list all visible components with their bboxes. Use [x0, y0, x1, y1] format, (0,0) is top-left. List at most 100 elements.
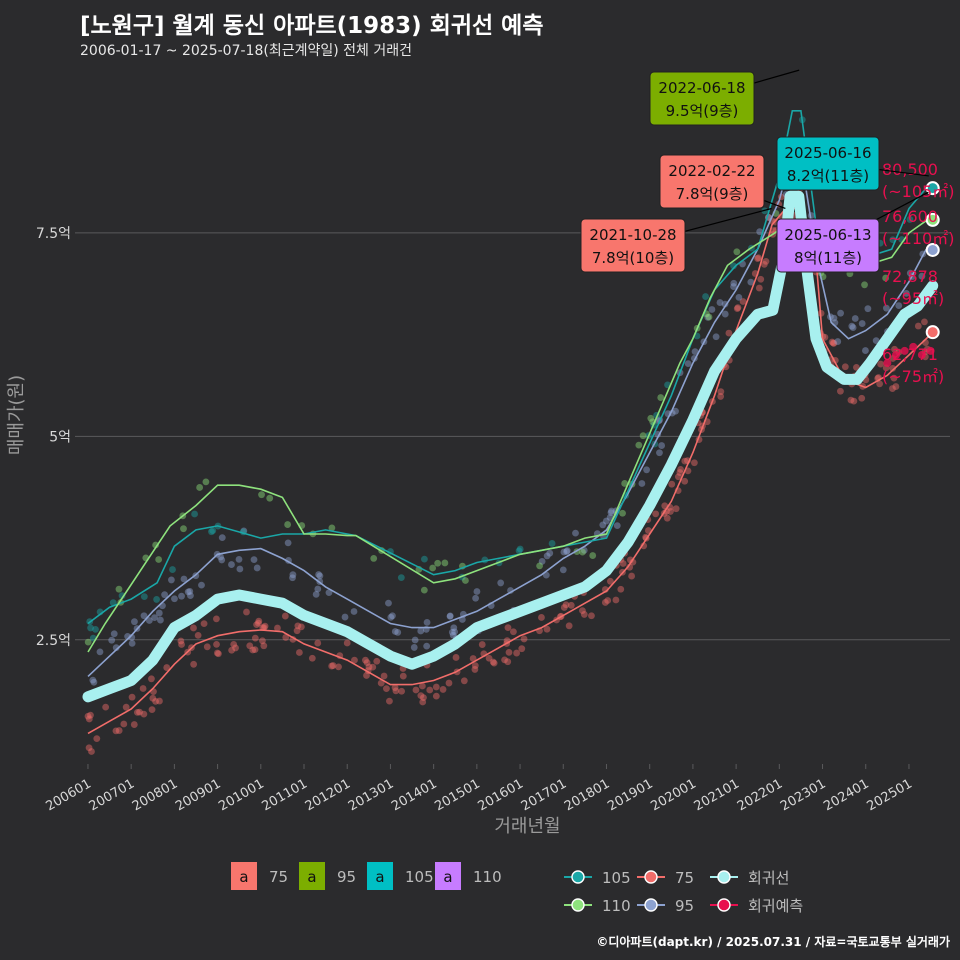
transaction-point	[621, 480, 629, 487]
transaction-point	[385, 599, 392, 607]
transaction-point	[177, 637, 185, 645]
transaction-point	[120, 720, 128, 728]
transaction-point	[316, 572, 324, 580]
transaction-point	[690, 459, 698, 467]
transaction-point	[613, 522, 621, 530]
transaction-point	[215, 650, 222, 658]
transaction-point	[536, 562, 543, 570]
callout-value: 9.5억(9층)	[666, 102, 739, 120]
forecast-value-label: 76,600	[882, 207, 938, 226]
endpoint-marker-95	[925, 242, 940, 257]
forecast-point	[909, 342, 918, 351]
legend-label-swatch	[299, 862, 325, 890]
transaction-point	[149, 694, 157, 702]
transaction-point	[658, 442, 666, 449]
transaction-point	[747, 278, 755, 286]
transaction-point	[140, 593, 148, 600]
transaction-point	[721, 310, 729, 318]
transaction-point	[161, 591, 169, 599]
transaction-point	[546, 549, 554, 557]
scatter-110	[84, 210, 890, 646]
transaction-point	[274, 624, 281, 632]
transaction-point	[373, 657, 381, 665]
x-tick-label: 201401	[389, 776, 439, 814]
transaction-point	[510, 628, 517, 636]
transaction-point	[140, 612, 148, 620]
transaction-point	[918, 272, 926, 280]
transaction-point	[448, 628, 456, 636]
transaction-point	[325, 589, 333, 597]
transaction-point	[399, 672, 407, 680]
transaction-point	[858, 394, 866, 402]
transaction-point	[90, 678, 98, 686]
transaction-point	[837, 387, 844, 395]
transaction-point	[153, 596, 160, 603]
transaction-point	[853, 363, 860, 371]
transaction-point	[315, 571, 323, 578]
transaction-point	[513, 649, 521, 657]
transaction-point	[829, 339, 837, 347]
transaction-point	[228, 646, 236, 654]
transaction-point	[518, 645, 526, 653]
transaction-point	[191, 510, 198, 518]
legend-label-name: 105	[405, 868, 434, 886]
transaction-point	[152, 697, 159, 705]
transaction-point	[419, 698, 427, 706]
transaction-point	[308, 654, 316, 662]
transaction-point	[251, 634, 259, 642]
forecast-area-label: (~110㎡)	[882, 229, 954, 248]
transaction-point	[889, 364, 897, 372]
transaction-point	[882, 274, 890, 282]
transaction-point	[423, 642, 431, 650]
callout-2022-02-22: 2022-02-22 7.8억(9층)	[659, 154, 786, 210]
callout-date: 2025-06-13	[784, 226, 871, 244]
transaction-point	[563, 548, 571, 555]
transaction-point	[167, 576, 175, 584]
transaction-point	[906, 216, 914, 223]
transaction-point	[412, 686, 420, 694]
transaction-point	[208, 528, 215, 536]
transaction-point	[87, 624, 94, 632]
transaction-point	[152, 541, 160, 549]
transaction-point	[389, 612, 396, 620]
transaction-point	[343, 639, 351, 647]
transaction-point	[861, 281, 868, 289]
transaction-point	[543, 625, 551, 633]
transaction-point	[171, 595, 178, 603]
transaction-point	[370, 555, 378, 562]
transaction-point	[608, 507, 615, 515]
transaction-point	[108, 636, 116, 644]
transaction-point	[674, 473, 682, 481]
transaction-point	[862, 347, 869, 354]
transaction-point	[681, 477, 689, 485]
transaction-point	[864, 305, 872, 313]
transaction-point	[601, 599, 609, 606]
transaction-point	[155, 556, 163, 563]
transaction-point	[489, 658, 497, 666]
transaction-point	[717, 388, 725, 396]
transaction-point	[635, 441, 643, 449]
transaction-point	[235, 555, 243, 563]
transaction-point	[735, 293, 743, 301]
transaction-point	[691, 348, 699, 356]
transaction-point	[369, 663, 377, 671]
transaction-point	[169, 566, 176, 573]
x-tick-label: 200901	[173, 776, 223, 814]
transaction-point	[202, 478, 210, 486]
transaction-point	[258, 491, 265, 499]
transaction-point	[418, 682, 426, 690]
transaction-point	[828, 338, 836, 346]
callout-date: 2021-10-28	[589, 226, 676, 244]
transaction-point	[702, 293, 709, 300]
transaction-point	[755, 284, 763, 292]
transaction-point	[139, 685, 147, 692]
transaction-point	[209, 527, 217, 535]
legend-label-name: 75	[269, 868, 288, 886]
transaction-point	[89, 676, 97, 684]
forecast-area-label: (~95㎡)	[882, 289, 944, 308]
callout-2025-06-13: 2025-06-13 8억(11층)	[776, 191, 929, 273]
callout-box	[776, 136, 880, 191]
legend-label-name: 95	[337, 868, 356, 886]
transaction-point	[133, 708, 141, 716]
